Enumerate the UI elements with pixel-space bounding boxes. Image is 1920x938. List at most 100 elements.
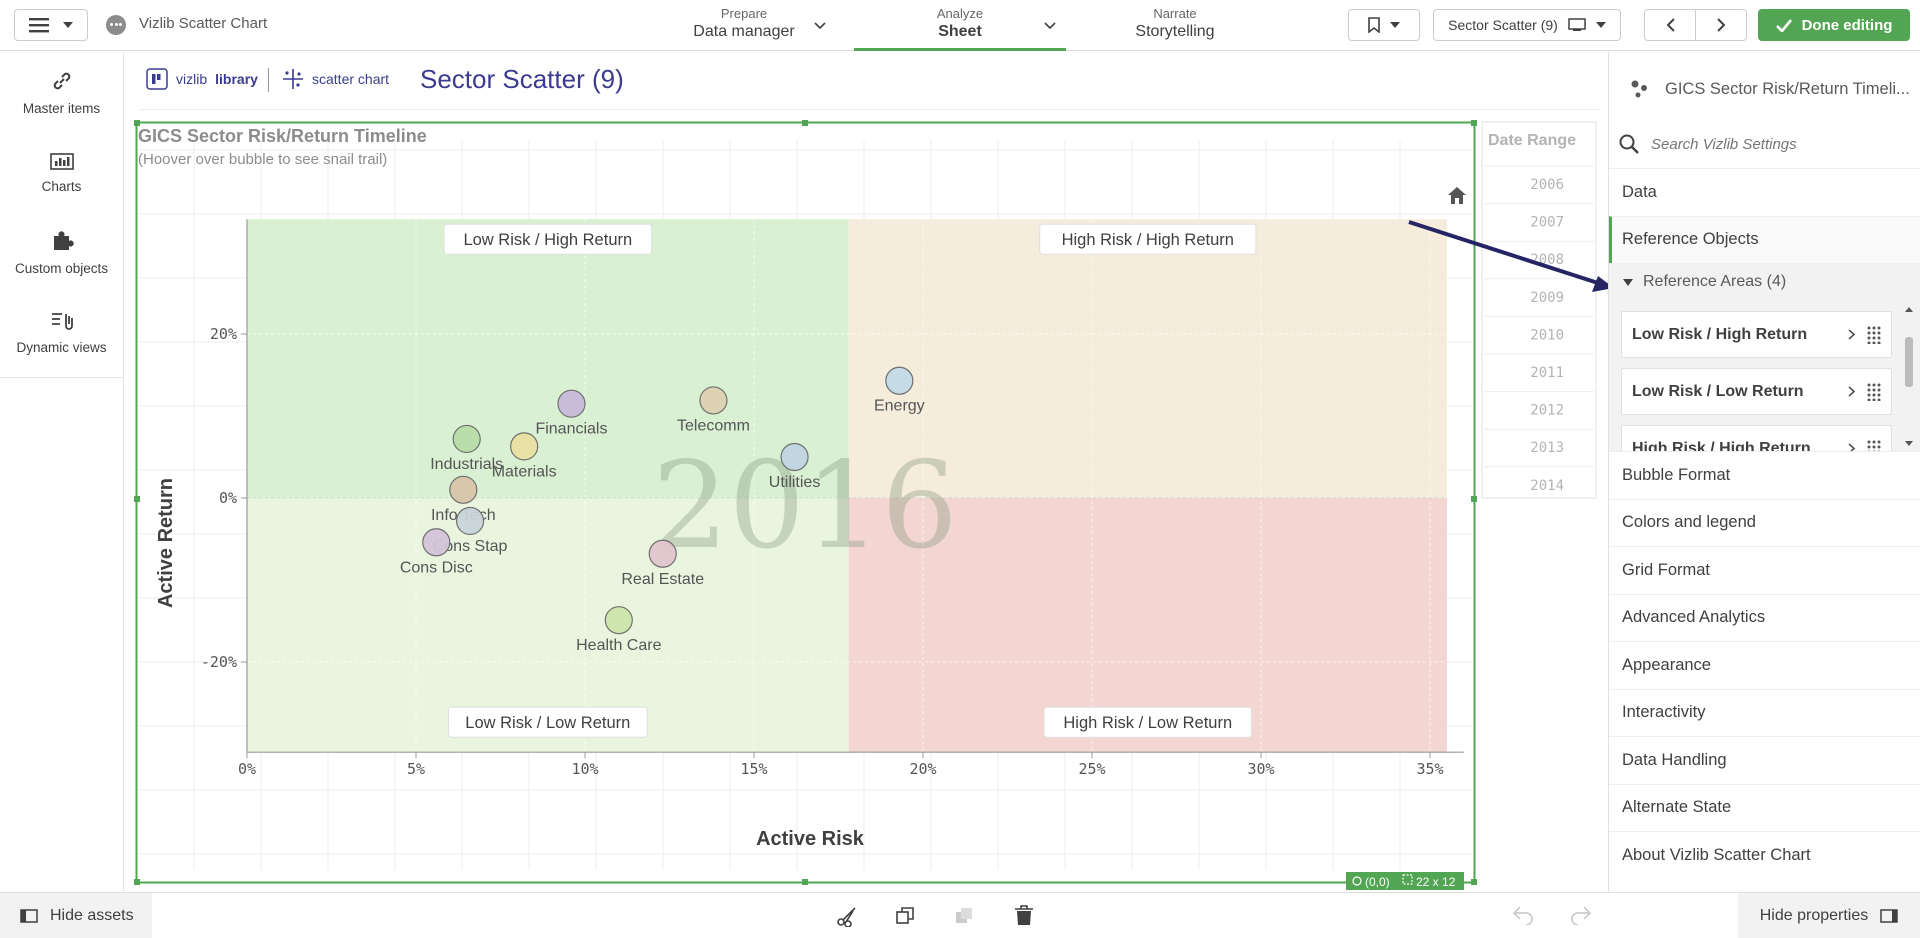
undo-icon[interactable]	[1512, 905, 1534, 925]
scatter-point[interactable]: Utilities	[769, 442, 821, 492]
previous-sheet-button[interactable]	[1644, 9, 1696, 41]
x-axis-label: Active Risk	[756, 828, 865, 850]
reference-areas-toggle[interactable]: Reference Areas (4)	[1609, 263, 1920, 301]
copy-icon[interactable]	[895, 905, 917, 927]
year-item[interactable]: 2010	[1530, 327, 1564, 343]
reference-area-item[interactable]: High Risk / High Return	[1621, 425, 1892, 451]
home-icon[interactable]	[1448, 187, 1466, 204]
section-about[interactable]: About Vizlib Scatter Chart	[1609, 831, 1920, 879]
scatter-point[interactable]: Real Estate	[621, 539, 704, 588]
panel-left-icon	[20, 908, 38, 923]
next-sheet-button[interactable]	[1695, 9, 1747, 41]
search-icon	[1619, 134, 1639, 154]
drag-handle-icon[interactable]	[1867, 326, 1881, 344]
chevron-down-icon[interactable]	[814, 22, 826, 30]
asset-master-items[interactable]: Master items	[0, 52, 123, 132]
section-interactivity[interactable]: Interactivity	[1609, 688, 1920, 737]
cut-icon[interactable]	[836, 905, 858, 927]
done-editing-label: Done editing	[1801, 16, 1893, 34]
sheet-selector[interactable]: Sector Scatter (9)	[1433, 9, 1621, 41]
selection-frame: (0,0) 22 x 12	[134, 120, 1477, 890]
drag-handle-icon[interactable]	[1867, 440, 1881, 452]
scatter-chart[interactable]: 2016 0% 5% 10% 15% 20% 25% 30% 35%20%0%-20% Low…	[124, 110, 1608, 892]
scatter-point[interactable]: Health Care	[576, 606, 662, 655]
search-input[interactable]	[1651, 135, 1911, 153]
point-label: Financials	[535, 421, 607, 438]
reference-area-item[interactable]: Low Risk / Low Return	[1621, 368, 1892, 415]
reference-areas-scrollbar[interactable]	[1902, 307, 1916, 447]
year-item[interactable]: 2011	[1530, 365, 1564, 381]
bubble[interactable]	[780, 442, 809, 472]
scatter-point[interactable]: Cons Disc	[400, 528, 473, 577]
bubble[interactable]	[648, 539, 677, 568]
settings-search[interactable]	[1609, 126, 1920, 162]
point-label: Cons Disc	[400, 559, 473, 576]
scatter-point[interactable]: Energy	[874, 366, 925, 415]
tab-prepare[interactable]: Prepare Data manager	[688, 0, 826, 51]
tab-analyze[interactable]: Analyze Sheet	[854, 0, 1066, 51]
year-item[interactable]: 2009	[1530, 290, 1564, 306]
chevron-down-icon[interactable]	[1044, 22, 1056, 30]
redo-icon[interactable]	[1570, 905, 1592, 925]
main-menu-button[interactable]	[14, 9, 88, 41]
hide-assets-button[interactable]: Hide assets	[0, 893, 152, 938]
section-bubble-format[interactable]: Bubble Format	[1609, 451, 1920, 499]
reference-area-labels: Low Risk / High Return High Risk / High R…	[443, 223, 1257, 738]
scatter-point[interactable]: Cons Stap	[433, 506, 508, 555]
drag-handle-icon[interactable]	[1867, 383, 1881, 401]
point-label: Real Estate	[621, 571, 704, 588]
asset-dynamic-views[interactable]: Dynamic views	[0, 292, 123, 372]
bubble[interactable]	[885, 366, 914, 395]
paste-icon[interactable]	[954, 905, 976, 927]
section-advanced-analytics[interactable]: Advanced Analytics	[1609, 593, 1920, 642]
asset-charts[interactable]: Charts	[0, 132, 123, 212]
section-alternate-state[interactable]: Alternate State	[1609, 783, 1920, 832]
reference-areas-list: Low Risk / High Return Low Risk / Low Re…	[1609, 301, 1920, 451]
hide-properties-label: Hide properties	[1759, 906, 1869, 924]
section-data-handling[interactable]: Data Handling	[1609, 736, 1920, 784]
properties-header: GICS Sector Risk/Return Timeli...	[1609, 52, 1920, 126]
section-data[interactable]: Data	[1609, 168, 1920, 216]
bubble[interactable]	[604, 606, 633, 635]
done-editing-button[interactable]: Done editing	[1758, 9, 1910, 41]
section-colors-and-legend[interactable]: Colors and legend	[1609, 498, 1920, 547]
section-appearance[interactable]: Appearance	[1609, 641, 1920, 689]
bubble[interactable]	[455, 506, 485, 536]
scatter-point[interactable]: Telecomm	[677, 386, 750, 435]
section-grid-format[interactable]: Grid Format	[1609, 546, 1920, 594]
hide-properties-button[interactable]: Hide properties	[1738, 893, 1920, 938]
reference-area-label: High Risk / Low Return	[1043, 706, 1252, 738]
sheet-icon	[1568, 18, 1586, 31]
asset-custom-objects[interactable]: Custom objects	[0, 212, 123, 292]
scatter-point[interactable]: Materials	[492, 432, 557, 481]
y-tick-label: 0%	[219, 489, 237, 507]
year-item[interactable]: 2013	[1530, 440, 1564, 456]
tab-prepare-main: Data manager	[693, 23, 795, 40]
scatter-point[interactable]: Industrials	[430, 424, 503, 473]
bubble[interactable]	[510, 432, 539, 461]
tab-narrate[interactable]: Narrate Storytelling	[1120, 0, 1230, 51]
year-item[interactable]: 2007	[1530, 215, 1564, 231]
section-reference-objects[interactable]: Reference Objects	[1609, 215, 1920, 263]
x-tick-label: 0%	[238, 760, 256, 778]
reference-area	[848, 219, 1447, 498]
year-item[interactable]: 2006	[1530, 177, 1564, 193]
bubble[interactable]	[699, 386, 728, 415]
scatter-point[interactable]: Financials	[535, 389, 607, 438]
bookmark-icon	[1368, 17, 1380, 33]
bubble[interactable]	[422, 528, 451, 557]
bubble[interactable]	[557, 389, 586, 418]
scatter-chart-icon	[283, 69, 303, 89]
caret-down-icon	[63, 22, 73, 28]
reference-area-item[interactable]: Low Risk / High Return	[1621, 311, 1892, 358]
app-icon	[106, 15, 126, 35]
year-item[interactable]: 2012	[1530, 403, 1564, 419]
bubble[interactable]	[449, 475, 478, 504]
delete-icon[interactable]	[1014, 905, 1034, 927]
annotation-arrow	[1408, 220, 1614, 292]
year-item[interactable]: 2014	[1530, 478, 1564, 494]
date-range-title: Date Range	[1488, 132, 1576, 149]
bookmark-button[interactable]	[1348, 9, 1420, 41]
point-label: Energy	[874, 398, 925, 415]
bubble[interactable]	[452, 424, 481, 454]
